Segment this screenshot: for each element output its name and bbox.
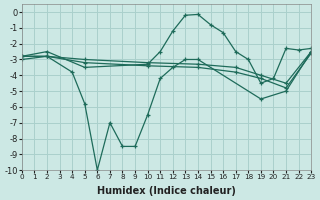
X-axis label: Humidex (Indice chaleur): Humidex (Indice chaleur): [97, 186, 236, 196]
